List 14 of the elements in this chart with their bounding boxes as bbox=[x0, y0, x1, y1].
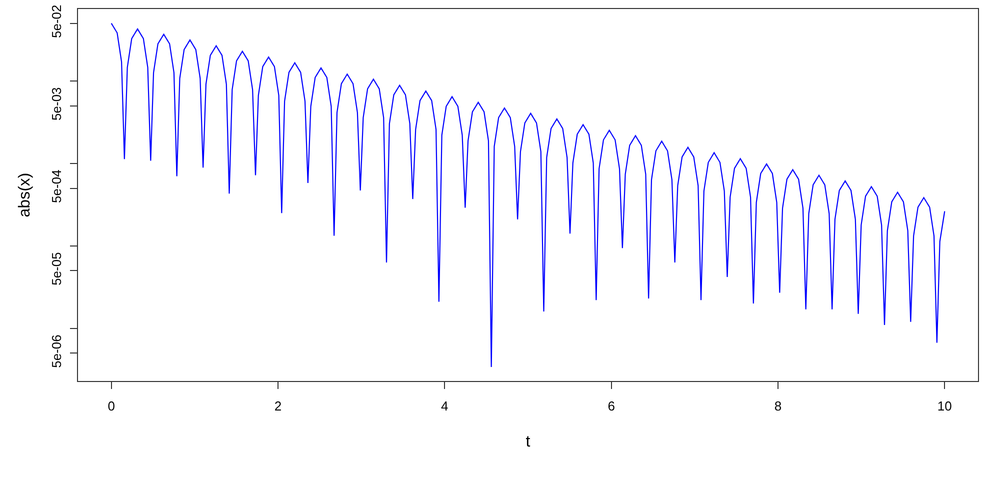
x-tick-label: 10 bbox=[937, 398, 952, 414]
x-axis-title: t bbox=[526, 433, 531, 450]
y-axis-title: abs(x) bbox=[16, 172, 34, 218]
y-tick-label: 5e-06 bbox=[48, 334, 64, 368]
y-tick-label: 5e-02 bbox=[48, 4, 64, 38]
x-tick-label: 6 bbox=[608, 398, 615, 414]
y-tick-label: 5e-03 bbox=[48, 87, 64, 120]
y-tick-label: 5e-05 bbox=[48, 252, 64, 286]
x-tick-label: 8 bbox=[774, 398, 782, 414]
x-tick-label: 2 bbox=[274, 398, 282, 414]
line-series bbox=[110, 22, 946, 368]
y-tick-label: 5e-04 bbox=[48, 170, 64, 203]
x-tick-label: 0 bbox=[108, 398, 115, 414]
x-tick-label: 4 bbox=[441, 398, 448, 414]
